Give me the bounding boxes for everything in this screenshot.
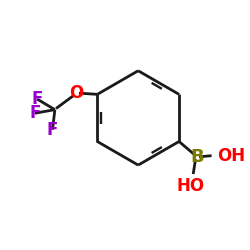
Text: B: B	[190, 148, 203, 166]
Text: O: O	[69, 84, 83, 102]
Text: HO: HO	[177, 177, 205, 195]
Text: F: F	[47, 121, 58, 139]
Text: OH: OH	[218, 147, 246, 165]
Text: F: F	[29, 104, 40, 122]
Text: F: F	[32, 90, 43, 108]
